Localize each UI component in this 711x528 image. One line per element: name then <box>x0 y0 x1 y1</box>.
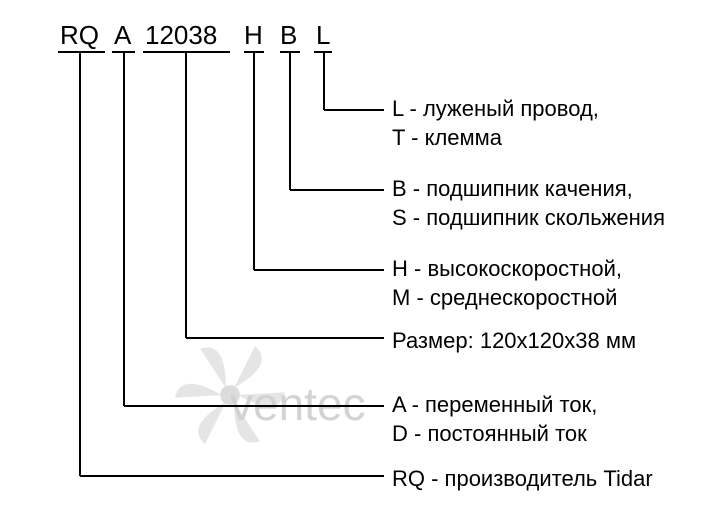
label-line: M - среднескоростной <box>392 285 622 310</box>
label-line: S - подшипник скольжения <box>392 205 665 230</box>
label-group-3: Размер: 120x120x38 мм <box>392 328 636 353</box>
label-group-5: RQ - производитель Tidar <box>392 466 653 491</box>
label-group-1: B - подшипник качения, S - подшипник скол… <box>392 176 665 231</box>
label-line: H - высокоскоростной, <box>392 256 622 281</box>
label-line: L - луженый провод, <box>392 96 599 121</box>
label-group-0: L - луженый провод, T - клемма <box>392 96 599 151</box>
label-line: Размер: 120x120x38 мм <box>392 328 636 353</box>
label-line: B - подшипник качения, <box>392 176 665 201</box>
label-line: T - клемма <box>392 125 599 150</box>
label-group-4: A - переменный ток, D - постоянный ток <box>392 392 597 447</box>
label-line: A - переменный ток, <box>392 392 597 417</box>
label-line: D - постоянный ток <box>392 421 597 446</box>
label-group-2: H - высокоскоростной, M - среднескоростно… <box>392 256 622 311</box>
label-line: RQ - производитель Tidar <box>392 466 653 491</box>
